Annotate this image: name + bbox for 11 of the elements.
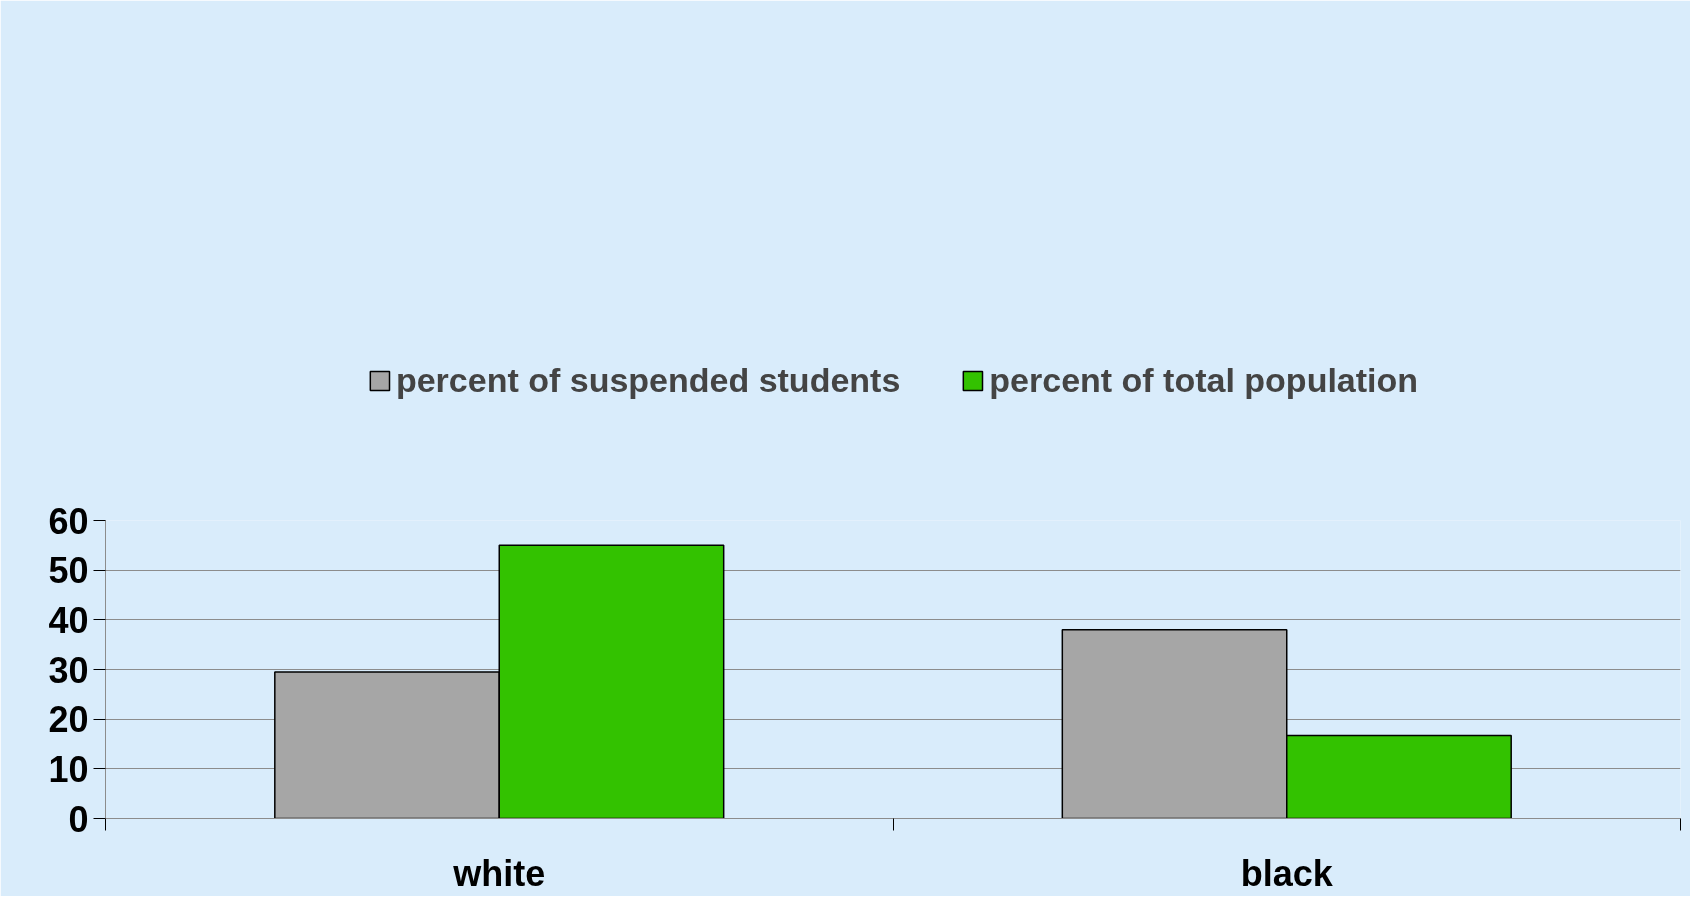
legend-label: percent of suspended students xyxy=(395,360,901,400)
y-tick-label: 20 xyxy=(48,699,89,741)
x-tick-label: white xyxy=(452,852,546,894)
y-tick-label: 10 xyxy=(48,748,89,790)
y-tick-label: 60 xyxy=(48,500,89,542)
y-tick-label: 50 xyxy=(48,550,89,592)
x-tick-label: black xyxy=(1240,852,1334,894)
y-tick-label: 40 xyxy=(48,599,89,641)
y-tick-label: 30 xyxy=(48,649,89,691)
legend-label: percent of total population xyxy=(989,360,1419,400)
y-tick-label: 0 xyxy=(68,798,89,840)
